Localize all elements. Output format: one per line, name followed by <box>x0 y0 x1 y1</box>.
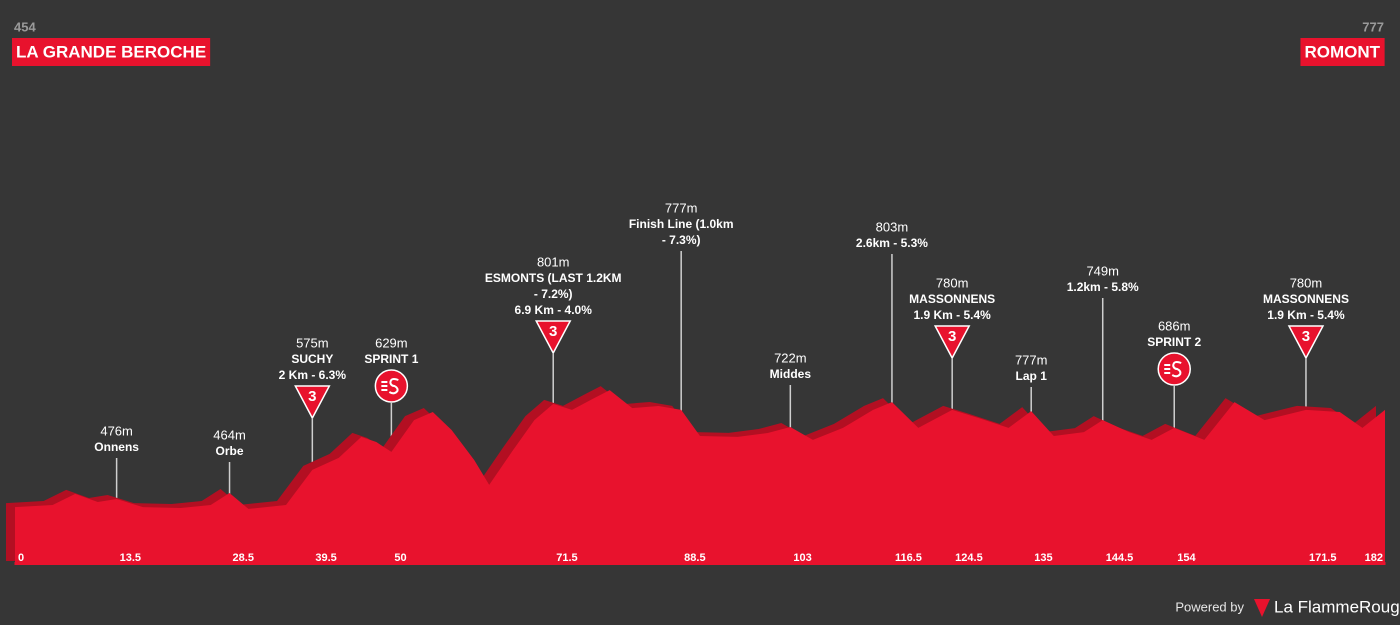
marker-label: SPRINT 2 <box>1147 335 1201 349</box>
x-tick-label: 116.5 <box>895 552 922 564</box>
marker-elevation: 722m <box>774 350 807 365</box>
marker-label: Orbe <box>216 444 244 458</box>
marker-label: Finish Line (1.0km <box>629 217 734 231</box>
marker-label: Middes <box>770 367 812 381</box>
sprint-s <box>1171 361 1182 378</box>
powered-by: Powered by <box>1175 599 1244 614</box>
sprint-glyph <box>381 378 399 395</box>
x-tick-label: 71.5 <box>556 552 577 564</box>
marker-label: 1.9 Km - 5.4% <box>1267 308 1345 322</box>
marker-elevation: 801m <box>537 254 570 269</box>
x-tick-label: 50 <box>394 552 406 564</box>
header-label: ROMONT <box>1304 42 1380 61</box>
marker-elevation: 780m <box>1290 275 1323 290</box>
marker-label: - 7.3%) <box>662 233 701 247</box>
x-tick-label: 13.5 <box>120 552 141 564</box>
header-label-box <box>1300 38 1385 66</box>
sprint-glyph <box>1164 361 1182 378</box>
x-tick-label: 144.5 <box>1106 552 1134 564</box>
x-tick-label: 28.5 <box>233 552 254 564</box>
x-tick-label: 88.5 <box>684 552 705 564</box>
x-tick-label: 103 <box>793 552 811 564</box>
marker-elevation: 777m <box>665 200 698 215</box>
brand-logo <box>1254 599 1270 617</box>
x-tick-label: 154 <box>1177 552 1196 564</box>
header-label-box <box>12 38 211 66</box>
marker-label: ESMONTS (LAST 1.2KM <box>485 271 622 285</box>
marker-label: 1.2km - 5.8% <box>1067 280 1139 294</box>
x-tick-label: 182 <box>1365 552 1383 564</box>
marker-elevation: 476m <box>100 423 133 438</box>
climb-icon <box>1287 325 1325 360</box>
climb-icon <box>534 320 572 355</box>
climb-category: 3 <box>948 328 956 345</box>
marker-label: 6.9 Km - 4.0% <box>515 303 593 317</box>
marker-label: 2.6km - 5.3% <box>856 236 928 250</box>
x-tick-label: 171.5 <box>1309 552 1337 564</box>
marker-elevation: 777m <box>1015 352 1048 367</box>
marker-elevation: 780m <box>936 275 969 290</box>
x-tick-label: 124.5 <box>955 552 983 564</box>
marker-label: Onnens <box>94 440 139 454</box>
marker-elevation: 464m <box>213 427 246 442</box>
climb-category: 3 <box>308 388 316 405</box>
climb-category: 3 <box>549 323 557 340</box>
marker-elevation: 686m <box>1158 318 1191 333</box>
x-tick-label: 0 <box>18 552 24 564</box>
marker-label: 2 Km - 6.3% <box>279 368 347 382</box>
marker-label: MASSONNENS <box>909 292 995 306</box>
marker-label: MASSONNENS <box>1263 292 1349 306</box>
marker-elevation: 575m <box>296 335 329 350</box>
marker-label: SPRINT 1 <box>364 352 418 366</box>
climb-category: 3 <box>1302 328 1310 345</box>
profile-area <box>15 390 1385 565</box>
x-tick-label: 39.5 <box>315 552 336 564</box>
marker-label: - 7.2%) <box>534 287 573 301</box>
brand-name: La FlammeRouge <box>1274 597 1400 616</box>
marker-elevation: 629m <box>375 335 408 350</box>
header-label: LA GRANDE BEROCHE <box>16 42 206 61</box>
x-tick-label: 135 <box>1034 552 1052 564</box>
climb-icon <box>933 325 971 360</box>
header-elevation: 454 <box>14 19 36 34</box>
marker-elevation: 749m <box>1086 263 1119 278</box>
sprint-s <box>388 378 399 395</box>
header-elevation: 777 <box>1362 19 1384 34</box>
climb-icon <box>294 385 331 420</box>
marker-label: SUCHY <box>291 352 333 366</box>
marker-label: Lap 1 <box>1016 369 1048 383</box>
marker-elevation: 803m <box>876 219 909 234</box>
marker-label: 1.9 Km - 5.4% <box>913 308 991 322</box>
